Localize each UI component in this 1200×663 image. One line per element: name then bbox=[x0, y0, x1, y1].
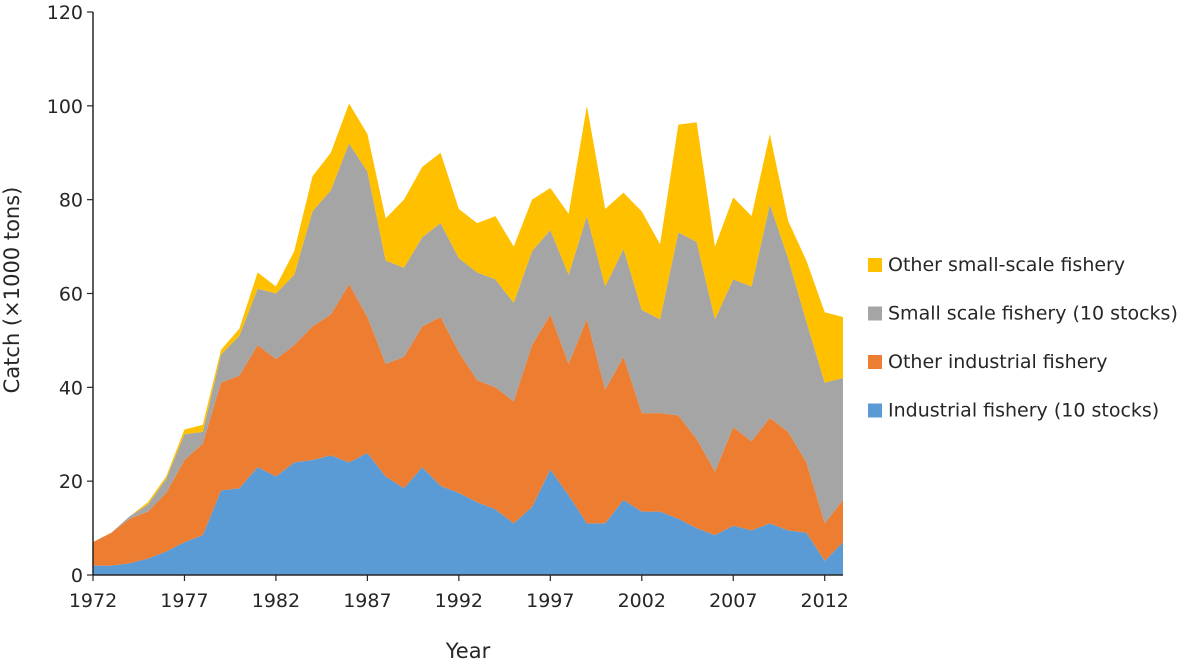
x-tick-label: 2002 bbox=[618, 590, 666, 612]
legend-label: Industrial fishery (10 stocks) bbox=[888, 400, 1159, 422]
tick-labels: 0 20 40 60 80 100 120 1972 1977 1982 1987 1992 1997 2… bbox=[47, 2, 849, 612]
series-areas bbox=[93, 103, 843, 575]
area-other-small-scale-fishery bbox=[93, 103, 843, 543]
x-tick-label: 2012 bbox=[801, 590, 849, 612]
legend-label: Other industrial fishery bbox=[888, 351, 1107, 373]
y-tick-label: 80 bbox=[59, 190, 83, 212]
x-tick-label: 1997 bbox=[526, 590, 574, 612]
legend-item-small-scale-fishery-10-stocks: Small scale fishery (10 stocks) bbox=[868, 303, 1178, 325]
x-tick-label: 1982 bbox=[252, 590, 300, 612]
legend-swatch bbox=[868, 306, 882, 321]
legend-swatch bbox=[868, 258, 882, 272]
area-small-scale-fishery-10-stocks bbox=[93, 143, 843, 543]
x-tick-label: 1972 bbox=[69, 590, 117, 612]
legend-item-other-small-scale-fishery: Other small-scale fishery bbox=[868, 254, 1125, 276]
y-tick-label: 60 bbox=[59, 284, 83, 306]
x-axis-title: Year bbox=[445, 639, 491, 663]
axes bbox=[87, 11, 843, 581]
x-tick-label: 1987 bbox=[343, 590, 391, 612]
legend-swatch bbox=[868, 355, 882, 369]
y-tick-label: 40 bbox=[59, 377, 83, 399]
legend-label: Small scale fishery (10 stocks) bbox=[888, 303, 1178, 325]
x-tick-label: 1992 bbox=[435, 590, 483, 612]
legend-label: Other small-scale fishery bbox=[888, 254, 1125, 276]
area-other-industrial-fishery bbox=[93, 284, 843, 566]
legend-item-other-industrial-fishery: Other industrial fishery bbox=[868, 351, 1107, 373]
legend-swatch bbox=[868, 403, 882, 418]
y-tick-label: 0 bbox=[71, 565, 83, 587]
y-axis-title: Catch (×1000 tons) bbox=[0, 187, 24, 394]
legend: Other small-scale fishery Small scale fis… bbox=[868, 254, 1178, 422]
x-tick-label: 1977 bbox=[160, 590, 208, 612]
area-industrial-fishery-10-stocks bbox=[93, 453, 843, 575]
x-tick-label: 2007 bbox=[709, 590, 757, 612]
y-tick-label: 100 bbox=[47, 96, 83, 118]
y-tick-label: 20 bbox=[59, 471, 83, 493]
y-tick-label: 120 bbox=[47, 2, 83, 24]
legend-item-industrial-fishery-10-stocks: Industrial fishery (10 stocks) bbox=[868, 400, 1159, 422]
